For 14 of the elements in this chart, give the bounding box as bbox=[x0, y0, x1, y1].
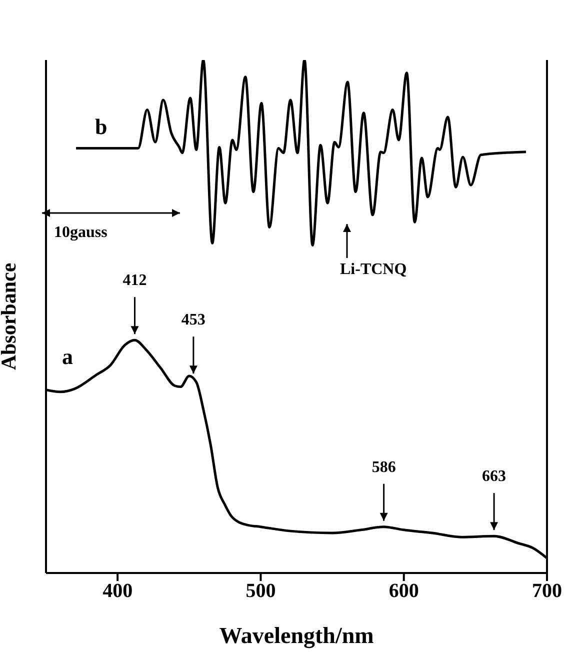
y-axis-title: Absorbance bbox=[0, 262, 20, 370]
series-label: a bbox=[62, 344, 73, 369]
x-tick-label: 400 bbox=[102, 580, 133, 602]
annotation: 663 bbox=[482, 468, 506, 486]
annotation: 10gauss bbox=[54, 224, 108, 241]
x-axis-title: Wavelength/nm bbox=[219, 623, 374, 649]
annotation: 453 bbox=[181, 312, 206, 329]
x-tick-label: 500 bbox=[246, 580, 276, 602]
annotation: 586 bbox=[372, 458, 396, 476]
annotation: Li-TCNQ bbox=[340, 261, 407, 278]
x-tick-label: 700 bbox=[532, 580, 562, 602]
series-label: b bbox=[95, 114, 108, 140]
x-tick-label: 600 bbox=[388, 580, 419, 602]
annotation: 412 bbox=[122, 272, 147, 290]
